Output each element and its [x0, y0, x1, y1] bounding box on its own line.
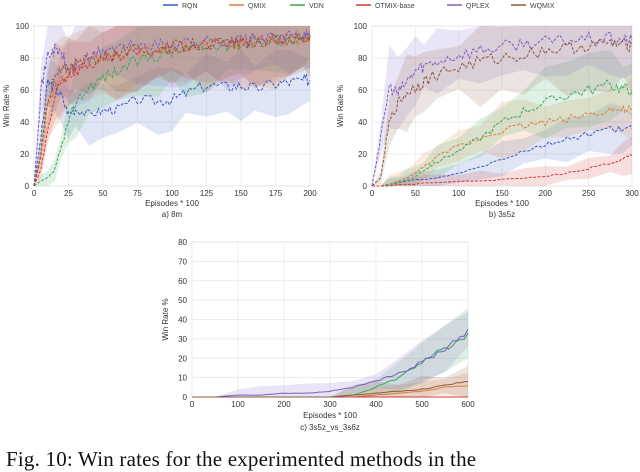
- x-axis-label: Episodes * 100: [303, 411, 357, 420]
- y-tick-label: 80: [178, 238, 187, 247]
- y-tick-label: 0: [363, 182, 368, 191]
- band-rqn: [372, 103, 632, 186]
- figure-caption: Fig. 10: Win rates for the experimented …: [6, 447, 477, 471]
- series-line-qmix: [33, 30, 311, 187]
- chart-subtitle: c) 3s5z_vs_3s6z: [300, 423, 360, 432]
- series-line-rqn: [33, 72, 311, 187]
- y-tick-label: 40: [178, 316, 187, 325]
- x-tick-label: 150: [495, 189, 509, 198]
- legend-label-otmix-base: OTMIX-base: [375, 3, 415, 10]
- chart-3s5z: 0 50 100 150 200 250 300 0 20 40 60 80 100 Episodes *…: [336, 22, 639, 219]
- y-tick-label: 40: [358, 118, 367, 127]
- x-tick-label: 0: [370, 189, 375, 198]
- chart-8m: 0 25 50 75 100 125 150 175 200020406080100Episod…: [2, 22, 317, 219]
- legend-label-qmix: QMIX: [248, 3, 266, 10]
- x-tick-label: 250: [582, 189, 596, 198]
- y-tick-label: 20: [178, 354, 187, 363]
- x-tick-label: 0: [32, 189, 37, 198]
- y-axis-label: Win Rate %: [161, 298, 170, 340]
- y-tick-label: 40: [20, 118, 29, 127]
- band-vdn: [192, 308, 468, 397]
- series-line-otmix-base: [33, 32, 311, 187]
- chart-3s5z-vs-3s6z: 0 100 200 300 400 500 600 0 10 20 30 40 50 60 70 80 Epis…: [161, 238, 475, 432]
- x-tick-label: 500: [415, 400, 429, 409]
- series-line-vdn: [372, 79, 633, 187]
- series-line-wqmix: [33, 33, 311, 187]
- x-tick-label: 75: [133, 189, 142, 198]
- x-tick-label: 50: [99, 189, 108, 198]
- band-wqmix: [192, 366, 468, 397]
- legend-label-rqn: RQN: [182, 3, 198, 10]
- y-tick-label: 60: [20, 86, 29, 95]
- x-tick-label: 200: [303, 189, 317, 198]
- x-tick-label: 200: [539, 189, 553, 198]
- y-axis-label: Win Rate %: [336, 85, 345, 127]
- x-axis-label: Episodes * 100: [145, 199, 199, 208]
- x-tick-label: 150: [234, 189, 248, 198]
- band-qplex: [34, 26, 310, 186]
- y-tick-label: 20: [358, 150, 367, 159]
- y-tick-label: 0: [183, 393, 188, 402]
- y-tick-label: 80: [20, 54, 29, 63]
- band-qmix: [34, 26, 310, 186]
- y-tick-label: 50: [178, 296, 187, 305]
- y-axis-label: Win Rate %: [2, 85, 11, 127]
- y-tick-label: 10: [178, 374, 187, 383]
- band-otmix-base: [34, 26, 310, 186]
- y-tick-label: 100: [354, 22, 368, 31]
- y-tick-label: 80: [358, 54, 367, 63]
- chart-subtitle: b) 3s5z: [489, 210, 515, 219]
- y-tick-label: 20: [20, 150, 29, 159]
- y-tick-label: 70: [178, 257, 187, 266]
- band-vdn: [34, 26, 310, 186]
- y-tick-label: 60: [358, 86, 367, 95]
- series-line-wqmix: [192, 381, 469, 398]
- x-tick-label: 0: [190, 400, 195, 409]
- x-tick-label: 100: [452, 189, 466, 198]
- x-tick-label: 400: [369, 400, 383, 409]
- x-tick-label: 600: [461, 400, 475, 409]
- x-axis-label: Episodes * 100: [475, 199, 529, 208]
- legend-label-qplex: QPLEX: [466, 3, 490, 10]
- series-line-qplex: [192, 328, 469, 398]
- x-tick-label: 125: [200, 189, 214, 198]
- y-tick-label: 60: [178, 277, 187, 286]
- x-tick-label: 25: [64, 189, 73, 198]
- band-wqmix: [34, 26, 310, 186]
- band-wqmix: [372, 26, 632, 186]
- x-tick-label: 300: [323, 400, 337, 409]
- series-line-qplex: [33, 29, 311, 187]
- band-qplex: [372, 26, 632, 186]
- series-line-qplex: [371, 31, 633, 187]
- x-tick-label: 175: [269, 189, 283, 198]
- chart-subtitle: a) 8m: [162, 210, 183, 219]
- y-tick-label: 0: [25, 182, 30, 191]
- y-tick-label: 30: [178, 335, 187, 344]
- band-qplex: [192, 311, 468, 397]
- x-tick-label: 100: [165, 189, 179, 198]
- x-tick-label: 200: [277, 400, 291, 409]
- band-rqn: [34, 49, 310, 186]
- x-tick-label: 100: [231, 400, 245, 409]
- band-vdn: [372, 49, 632, 187]
- legend: RQN QMIX VDN OTMIX-base QPLEX WQMIX: [163, 3, 555, 10]
- series-line-otmix-base: [372, 153, 633, 187]
- series-line-qmix: [372, 104, 633, 187]
- x-tick-label: 300: [625, 189, 639, 198]
- band-qmix: [372, 77, 632, 186]
- legend-label-wqmix: WQMIX: [530, 3, 555, 10]
- band-otmix-base: [372, 137, 632, 186]
- x-tick-label: 50: [411, 189, 420, 198]
- y-tick-label: 100: [16, 22, 30, 31]
- series-line-wqmix: [371, 38, 633, 187]
- legend-label-vdn: VDN: [309, 3, 324, 10]
